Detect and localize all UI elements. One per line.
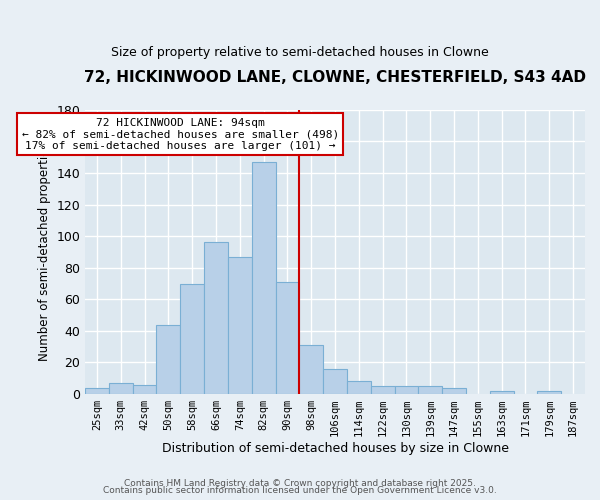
Bar bbox=[490, 391, 514, 394]
Bar bbox=[395, 386, 418, 394]
Y-axis label: Number of semi-detached properties: Number of semi-detached properties bbox=[38, 142, 51, 361]
Bar bbox=[442, 388, 466, 394]
Bar bbox=[133, 384, 157, 394]
Bar bbox=[275, 282, 299, 394]
Text: 72 HICKINWOOD LANE: 94sqm
← 82% of semi-detached houses are smaller (498)
17% of: 72 HICKINWOOD LANE: 94sqm ← 82% of semi-… bbox=[22, 118, 339, 151]
X-axis label: Distribution of semi-detached houses by size in Clowne: Distribution of semi-detached houses by … bbox=[161, 442, 509, 455]
Bar bbox=[371, 386, 395, 394]
Bar bbox=[347, 382, 371, 394]
Text: Size of property relative to semi-detached houses in Clowne: Size of property relative to semi-detach… bbox=[111, 46, 489, 59]
Text: Contains public sector information licensed under the Open Government Licence v3: Contains public sector information licen… bbox=[103, 486, 497, 495]
Bar bbox=[109, 383, 133, 394]
Title: 72, HICKINWOOD LANE, CLOWNE, CHESTERFIELD, S43 4AD: 72, HICKINWOOD LANE, CLOWNE, CHESTERFIEL… bbox=[84, 70, 586, 85]
Bar bbox=[299, 345, 323, 394]
Bar bbox=[85, 388, 109, 394]
Bar bbox=[228, 256, 252, 394]
Bar bbox=[204, 242, 228, 394]
Bar bbox=[180, 284, 204, 394]
Bar bbox=[252, 162, 275, 394]
Bar bbox=[157, 324, 180, 394]
Bar bbox=[418, 386, 442, 394]
Bar bbox=[323, 369, 347, 394]
Bar bbox=[538, 391, 561, 394]
Text: Contains HM Land Registry data © Crown copyright and database right 2025.: Contains HM Land Registry data © Crown c… bbox=[124, 478, 476, 488]
